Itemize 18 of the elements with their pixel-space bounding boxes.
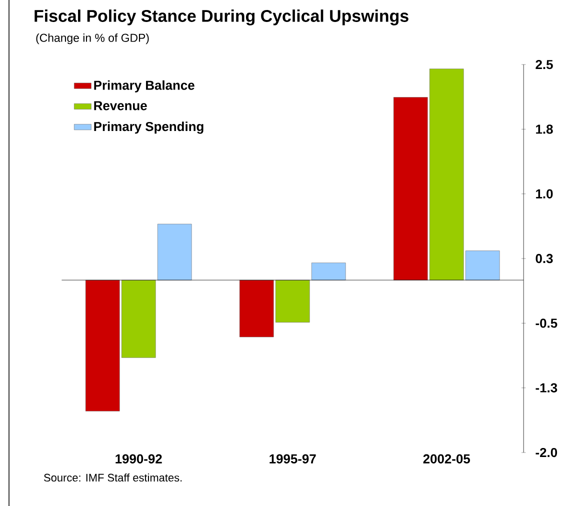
x-tick-label: 1995-97 <box>270 454 316 464</box>
y-tick-label: 2.5 <box>536 60 553 70</box>
x-tick-label: 1990-92 <box>116 454 162 464</box>
chart-title: Fiscal Policy Stance During Cyclical Upswings <box>34 10 408 26</box>
y-tick-label: 0.3 <box>536 254 553 264</box>
y-tick-label: -1.3 <box>536 383 558 392</box>
legend-label: Primary Spending <box>94 122 204 134</box>
y-tick-label: 1.0 <box>536 189 553 198</box>
legend-label: Primary Balance <box>94 80 194 92</box>
y-tick-label: -2.0 <box>536 448 558 458</box>
x-tick-label: 2002-05 <box>423 454 470 464</box>
source-note: Source: IMF Staff estimates. <box>44 474 182 482</box>
legend-label: Revenue <box>94 101 147 110</box>
bar <box>311 262 346 280</box>
y-tick-label: 1.8 <box>536 124 553 134</box>
chart-subtitle: (Change in % of GDP) <box>36 34 149 44</box>
y-tick-label: -0.5 <box>536 318 558 328</box>
bar <box>157 224 192 280</box>
